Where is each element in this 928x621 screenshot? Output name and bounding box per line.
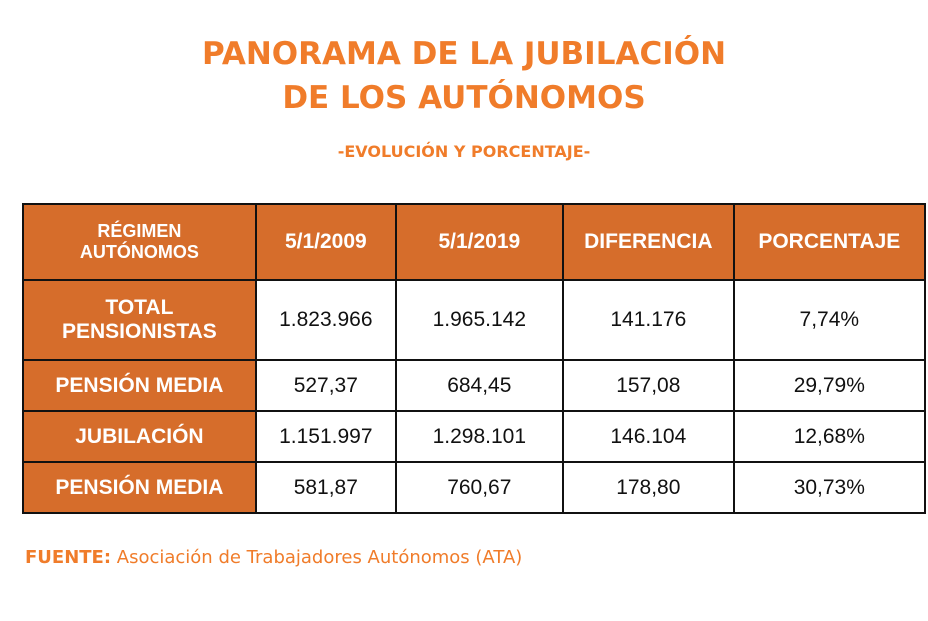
row-label: TOTAL PENSIONISTAS xyxy=(22,279,257,361)
table-cell: 1.298.101 xyxy=(394,410,564,463)
subtitle: -EVOLUCIÓN Y PORCENTAJE- xyxy=(337,142,591,161)
table-row: PENSIÓN MEDIA 581,87 760,67 178,80 30,73% xyxy=(22,461,926,514)
table-cell: 146.104 xyxy=(561,410,735,463)
table-cell: 1.151.997 xyxy=(254,410,397,463)
table-cell: 12,68% xyxy=(732,410,926,463)
table-cell: 29,79% xyxy=(732,359,926,412)
table-row: TOTAL PENSIONISTAS 1.823.966 1.965.142 141.… xyxy=(22,279,926,361)
row-label: JUBILACIÓN xyxy=(22,410,257,463)
table-cell: 7,74% xyxy=(732,279,926,361)
table-cell: 178,80 xyxy=(561,461,735,514)
table-cell: 1.823.966 xyxy=(254,279,397,361)
title-line-2: DE LOS AUTÓNOMOS xyxy=(282,80,646,116)
table-cell: 141.176 xyxy=(561,279,735,361)
column-header: PORCENTAJE xyxy=(732,203,926,281)
table-row: JUBILACIÓN 1.151.997 1.298.101 146.104 12,68… xyxy=(22,410,926,463)
table-cell: 527,37 xyxy=(254,359,397,412)
data-table: RÉGIMEN AUTÓNOMOS 5/1/2009 5/1/2019 DIFEREN… xyxy=(22,203,926,514)
column-header: RÉGIMEN AUTÓNOMOS xyxy=(22,203,257,281)
table-cell: 684,45 xyxy=(394,359,564,412)
column-header: DIFERENCIA xyxy=(561,203,735,281)
table-cell: 157,08 xyxy=(561,359,735,412)
row-label: PENSIÓN MEDIA xyxy=(22,359,257,412)
title-line-1: PANORAMA DE LA JUBILACIÓN xyxy=(201,36,727,72)
column-header: 5/1/2009 xyxy=(254,203,397,281)
table-row: PENSIÓN MEDIA 527,37 684,45 157,08 29,79% xyxy=(22,359,926,412)
table-cell: 581,87 xyxy=(254,461,397,514)
table-header-row: RÉGIMEN AUTÓNOMOS 5/1/2009 5/1/2019 DIFEREN… xyxy=(22,203,926,281)
table-cell: 1.965.142 xyxy=(394,279,564,361)
row-label: PENSIÓN MEDIA xyxy=(22,461,257,514)
table-cell: 760,67 xyxy=(394,461,564,514)
source-label: FUENTE: xyxy=(25,547,112,568)
column-header: 5/1/2019 xyxy=(394,203,564,281)
source-note: FUENTE: Asociación de Trabajadores Autón… xyxy=(25,547,522,568)
source-text: Asociación de Trabajadores Autónomos (AT… xyxy=(111,547,523,568)
table-cell: 30,73% xyxy=(732,461,926,514)
